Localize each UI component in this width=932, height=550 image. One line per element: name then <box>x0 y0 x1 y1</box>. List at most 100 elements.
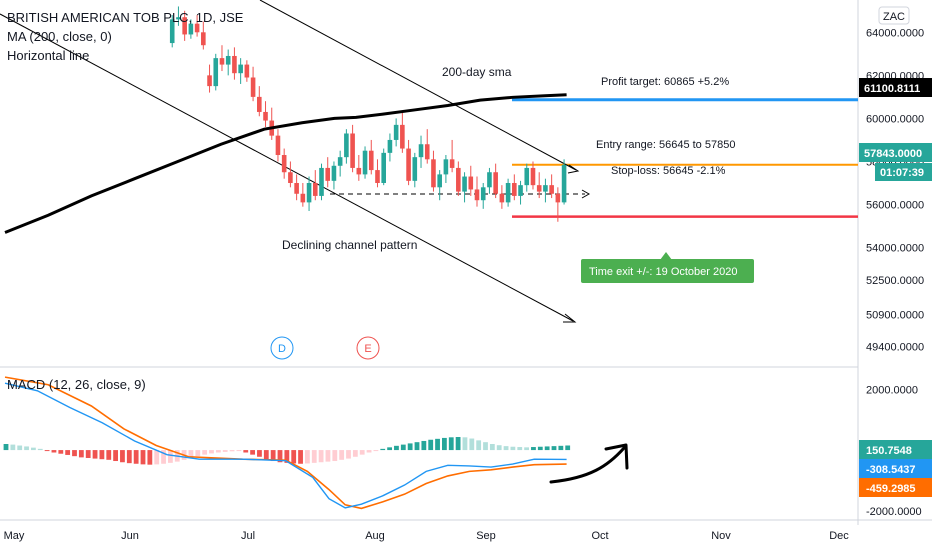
macd-histogram-bar <box>544 446 550 451</box>
candle-body <box>219 58 225 65</box>
sma-annotation[interactable]: 200-day sma <box>442 65 512 79</box>
macd-histogram-bar <box>387 447 392 451</box>
macd-histogram-bar <box>366 450 372 453</box>
macd-histogram-bar <box>483 442 488 451</box>
macd-histogram-bar <box>65 450 71 455</box>
channel-upper-arrow <box>567 164 580 174</box>
candle-body <box>375 170 380 183</box>
candle-body <box>512 183 517 196</box>
macd-histogram-bar <box>291 450 297 464</box>
candle-body <box>232 55 237 74</box>
macd-histogram-bar <box>85 450 91 458</box>
candle-body <box>275 135 281 156</box>
macd-line-tag: -308.5437 <box>859 459 932 478</box>
candle-body <box>493 172 498 194</box>
candle-body <box>381 152 386 183</box>
momentum-arrow[interactable] <box>549 443 629 484</box>
time-axis-label: Nov <box>711 530 731 542</box>
candle-body <box>368 150 374 171</box>
macd-histogram-bar <box>346 450 351 459</box>
time-exit-label: Time exit +/-: 19 October 2020 <box>589 266 737 278</box>
candle-body <box>263 111 268 121</box>
macd-histogram-bar <box>489 444 495 451</box>
macd-histogram-bar <box>394 445 399 451</box>
macd-histogram-bar <box>339 450 345 460</box>
horizontal-line-label[interactable]: Horizontal line <box>7 48 89 63</box>
dividend-marker[interactable]: D <box>270 336 294 360</box>
macd-histogram-bar <box>120 450 125 463</box>
macd-histogram-bar <box>222 450 228 452</box>
candle-body <box>344 133 349 158</box>
macd-histogram-bar <box>243 450 249 453</box>
macd-indicator-label[interactable]: MACD (12, 26, close, 9) <box>7 377 146 392</box>
price-tick-label: 54000.0000 <box>866 243 924 255</box>
macd-histogram-bar <box>188 450 194 458</box>
candle-body <box>549 185 554 194</box>
candle-body <box>468 176 474 190</box>
candle-body <box>424 144 430 160</box>
time-exit-callout[interactable]: Time exit +/-: 19 October 2020 <box>581 252 754 283</box>
earnings-marker-letter: E <box>364 343 371 355</box>
macd-histogram-bar <box>10 444 16 451</box>
macd-histogram-bar <box>215 450 221 453</box>
macd-histogram-bar <box>325 450 331 462</box>
macd-histogram-bar <box>72 450 77 457</box>
candle-body <box>194 23 200 33</box>
candle-body <box>188 23 194 35</box>
candle-body <box>400 124 405 149</box>
candle-body <box>337 157 343 166</box>
macd-histogram-bar <box>414 442 420 451</box>
candle-body <box>176 17 181 20</box>
channel-annotation[interactable]: Declining channel pattern <box>282 238 417 252</box>
candle-body <box>257 96 262 112</box>
profit-target-annotation[interactable]: Profit target: 60865 +5.2% <box>601 76 729 88</box>
last-price-tag-text: 57843.0000 <box>864 148 922 160</box>
candle-body <box>294 183 299 194</box>
macd-histogram-bar <box>229 450 235 452</box>
symbol-title: BRITISH AMERICAN TOB PLC, 1D, JSE <box>7 10 244 25</box>
macd-histogram-bar <box>421 440 427 451</box>
stop-loss-annotation[interactable]: Stop-loss: 56645 -2.1% <box>611 165 726 177</box>
macd-histogram-bar <box>154 450 160 465</box>
earnings-marker[interactable]: E <box>356 336 380 360</box>
candle-body <box>530 167 536 186</box>
channel-lower-arrow <box>563 313 577 323</box>
ma-indicator-label[interactable]: MA (200, close, 0) <box>7 29 112 44</box>
macd-histogram-bar <box>510 446 516 451</box>
macd-histogram-bar <box>407 443 413 451</box>
candle-body <box>288 172 293 183</box>
macd-histogram-bar <box>202 450 208 455</box>
macd-histogram-bar <box>311 450 317 463</box>
sma-price-tag-text: 61100.8111 <box>864 83 920 95</box>
candle-body <box>225 55 231 65</box>
candle-body <box>238 64 243 74</box>
candle-body <box>207 75 212 87</box>
macd-histogram-bar <box>24 446 29 451</box>
channel-lower-line <box>0 13 574 322</box>
macd-histogram-bar <box>140 450 146 465</box>
macd-histogram-bar <box>565 445 571 451</box>
macd-histogram-bar <box>58 450 64 454</box>
candle-body <box>555 193 561 203</box>
candle-body <box>350 133 355 168</box>
macd-histogram-bar <box>37 448 43 451</box>
price-tick-label: 56000.0000 <box>866 200 924 212</box>
macd-histogram-bar <box>133 450 139 464</box>
entry-range-annotation[interactable]: Entry range: 56645 to 57850 <box>596 139 735 151</box>
macd-histogram-bar <box>277 450 283 463</box>
macd-histogram-bar <box>126 450 132 464</box>
macd-histogram-bar <box>236 450 242 452</box>
macd-histogram-bar <box>17 445 23 451</box>
macd-histogram-bar <box>380 448 386 451</box>
macd-histogram-bar <box>113 450 118 462</box>
time-axis-label: Jun <box>121 530 139 542</box>
macd-histogram-bar <box>503 446 509 451</box>
macd-histogram-bar <box>161 450 166 464</box>
macd-histogram-bar <box>209 450 214 454</box>
candle-body <box>319 167 324 196</box>
candle-body <box>437 174 442 188</box>
sma-price-tag: 61100.8111 <box>859 78 932 97</box>
time-axis-label: Aug <box>365 530 385 542</box>
macd-tick-label: 2000.0000 <box>866 384 918 396</box>
